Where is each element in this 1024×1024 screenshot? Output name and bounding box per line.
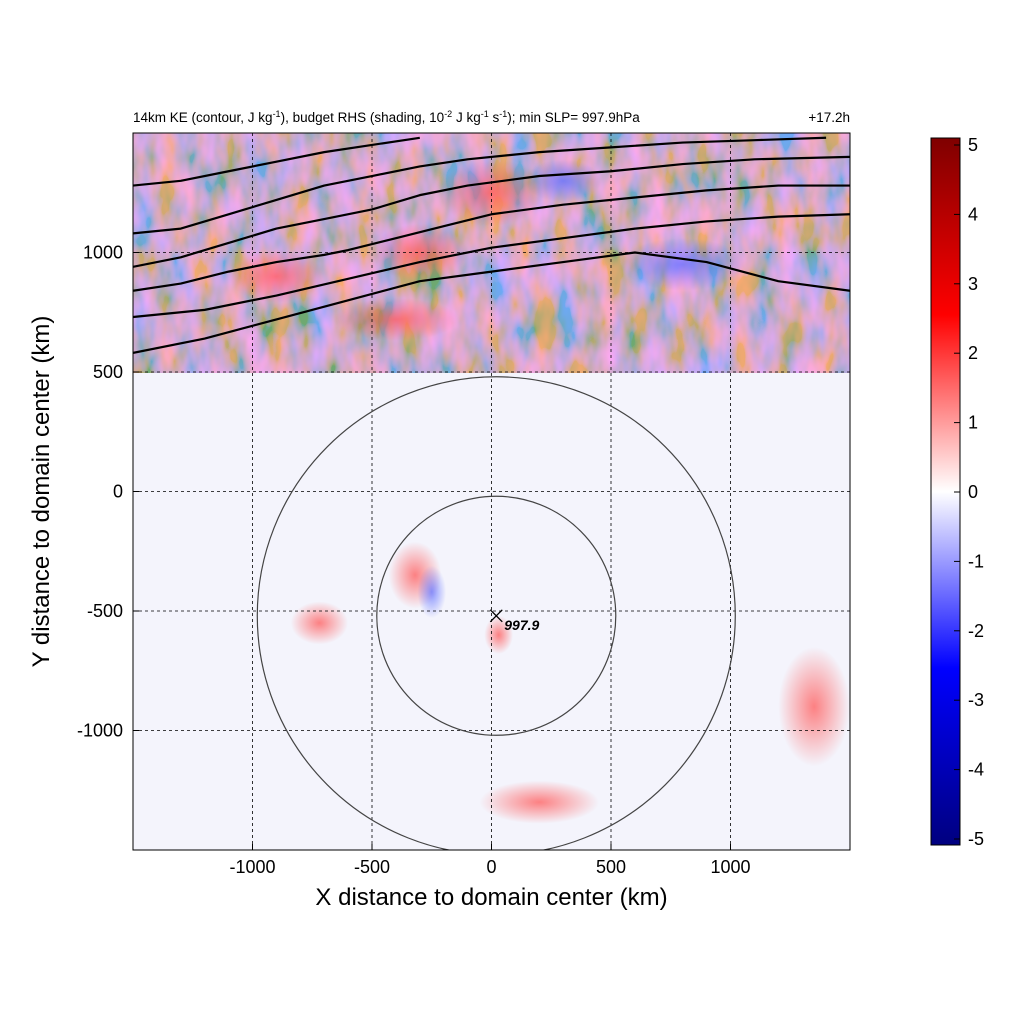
- ke-contour-line: [133, 136, 420, 187]
- ke-contour-line: [133, 251, 850, 354]
- colorbar-tick-label: -3: [968, 690, 984, 710]
- y-axis-ticks: 1000 500 0 -500 -1000: [77, 243, 139, 741]
- y-tick-label: 500: [93, 362, 123, 382]
- shading-blob: [333, 297, 459, 341]
- colorbar-tick-label: 4: [968, 204, 978, 224]
- ke-contour-line: [133, 184, 850, 292]
- y-tick-label: 1000: [83, 243, 123, 263]
- x-tick-label: -1000: [229, 857, 275, 877]
- shading-blob: [417, 565, 447, 619]
- colorbar-tick-label: -4: [968, 760, 984, 780]
- colorbar-tick-label: 2: [968, 343, 978, 363]
- colorbar-tick-label: -2: [968, 621, 984, 641]
- colorbar-tick-label: 1: [968, 413, 978, 433]
- range-circle: [376, 495, 617, 736]
- ke-contour-line: [133, 136, 827, 235]
- storm-center-marker: [489, 609, 503, 623]
- colorbar-tick-label: 3: [968, 274, 978, 294]
- min-slp-label: 997.9: [504, 617, 539, 633]
- shading-blob: [620, 238, 745, 291]
- range-circles: [256, 376, 736, 850]
- shading-blob: [438, 159, 545, 227]
- y-tick-label: 0: [113, 482, 123, 502]
- x-tick-label: 1000: [710, 857, 750, 877]
- shading-blob: [479, 780, 600, 824]
- plot-area: 997.9: [133, 133, 850, 850]
- colorbar-tick-label: 0: [968, 482, 978, 502]
- storm-center: 997.9: [489, 609, 540, 633]
- y-tick-label: -1000: [77, 721, 123, 741]
- x-axis-title: X distance to domain center (km): [315, 884, 667, 911]
- colorbar-ticks: 5 4 3 2 1 0 -1 -2 -3 -4 -5: [954, 135, 984, 849]
- ke-contour-line: [133, 155, 850, 268]
- x-tick-label: 0: [486, 857, 496, 877]
- shading-blob: [524, 159, 602, 203]
- y-tick-label: -500: [87, 601, 123, 621]
- time-label: +17.2h: [808, 110, 850, 125]
- colorbar-tick-label: -1: [968, 551, 984, 571]
- ke-contour-line: [133, 213, 850, 319]
- x-tick-label: 500: [596, 857, 626, 877]
- shading-blob: [778, 646, 850, 767]
- ke-contours: [133, 136, 850, 354]
- x-axis-ticks: -1000 -500 0 500 1000: [229, 844, 751, 877]
- range-circle: [256, 376, 736, 850]
- shading-blob: [290, 601, 349, 645]
- chart-title: 14km KE (contour, J kg-1), budget RHS (s…: [133, 109, 640, 125]
- y-axis-title: Y distance to domain center (km): [28, 316, 55, 668]
- x-tick-label: -500: [354, 857, 390, 877]
- colorbar-tick-label: 5: [968, 135, 978, 155]
- colorbar-tick-label: -5: [968, 829, 984, 849]
